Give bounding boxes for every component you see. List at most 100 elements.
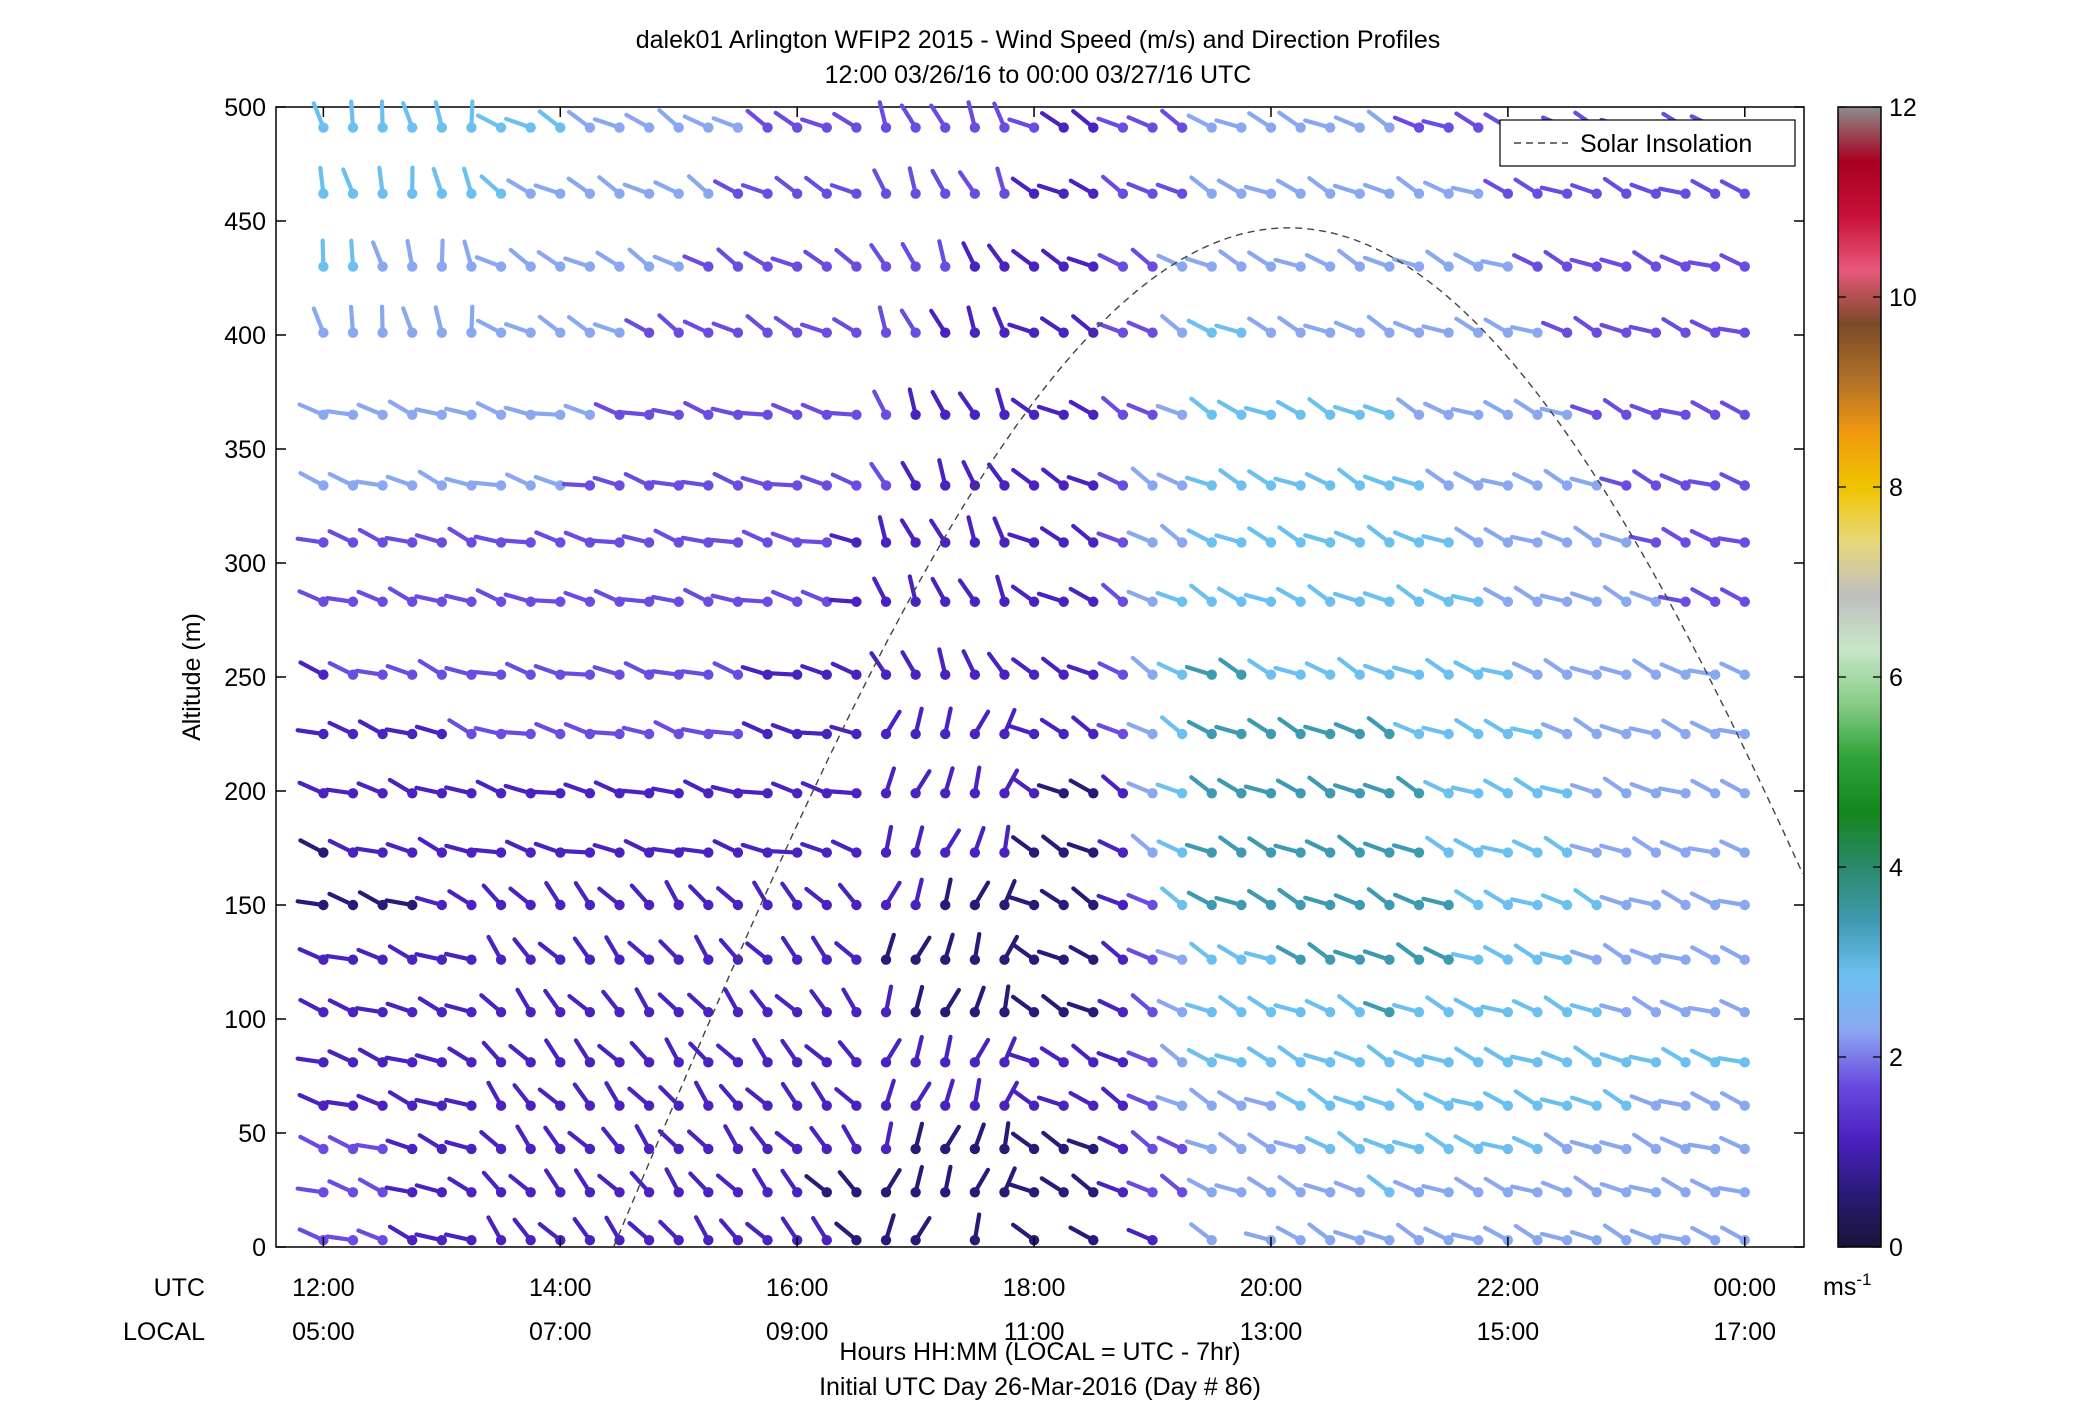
wind-barb [1366,109,1395,133]
wind-barb [295,899,329,911]
wind-barb [999,824,1011,858]
wind-barb [1513,398,1543,420]
wind-barb [745,1087,773,1111]
wind-barb-dot [1680,899,1691,911]
wind-barb [680,669,714,680]
wind-barb [780,1081,803,1111]
wind-barb-dot [703,261,714,272]
wind-barb-dot [1265,537,1277,548]
wind-barb-dot [1236,261,1247,272]
wind-barb-dot [347,728,359,740]
y-tick-label: 350 [224,436,266,464]
wind-barb [809,989,832,1018]
wind-barb [401,101,418,133]
wind-barb [774,175,803,199]
wind-barb [444,593,477,607]
wind-barb-dot [1088,122,1099,133]
wind-barb [1333,1095,1366,1111]
wind-barb-dot [821,261,832,272]
wind-barb-dot [1473,847,1484,858]
wind-barb [504,322,536,338]
wind-barb [1332,404,1366,420]
x-tick-label-local: 11:00 [1004,1318,1065,1346]
wind-barb [1007,1182,1040,1198]
wind-barb [1304,661,1336,680]
wind-barb [1126,1180,1158,1198]
wind-barb [1632,836,1662,858]
wind-barb [1214,1183,1247,1198]
wind-barb-dot [347,788,359,799]
wind-barb [940,1078,955,1111]
wind-barb-dot [762,954,773,965]
wind-barb-dot [1591,1006,1602,1018]
wind-barb-dot [1325,261,1336,272]
y-axis-label: Altitude (m) [178,613,206,741]
wind-barb-dot [1117,954,1129,965]
wind-barb [414,952,448,965]
wind-barb [937,647,951,680]
wind-barb [508,1043,536,1068]
wind-barb-dot [614,122,625,133]
wind-barb [1569,665,1602,680]
wind-barb-dot [1532,261,1543,272]
wind-barb-dot [1443,596,1454,607]
wind-barb-dot [643,188,655,199]
wind-barb [1657,186,1691,199]
wind-barb [799,322,832,338]
wind-barb [900,650,921,680]
wind-barb [1629,1094,1662,1111]
wind-barb [1155,782,1188,799]
wind-barb [1690,1225,1721,1246]
wind-barb [830,839,862,858]
wind-barb [1160,313,1188,338]
wind-barb [940,1164,953,1198]
wind-barb-dot [436,327,448,338]
wind-barb-dot [880,1143,892,1155]
wind-barb [1629,403,1662,420]
wind-barb [1483,178,1514,199]
wind-barb-dot [1117,1100,1129,1111]
wind-barb-dot [1384,1143,1395,1155]
wind-barb [481,1040,507,1068]
wind-barb [1510,1054,1543,1068]
wind-barb-dot [1028,1057,1040,1068]
wind-barb [1247,836,1277,858]
wind-barb [572,936,596,965]
wind-barb-dot [703,899,714,911]
wind-barb [910,877,924,911]
wind-barb-dot [1176,1100,1188,1111]
wind-barb-dot [1443,122,1454,133]
wind-barb-dot [880,1234,892,1246]
wind-barb [592,665,625,680]
wind-barb [1246,717,1277,740]
wind-barb [1423,401,1454,420]
wind-barb-dot [1176,954,1188,965]
wind-barb-dot [851,1234,862,1246]
wind-barb-dot [1058,261,1069,272]
wind-barb [1573,717,1602,740]
wind-barb-dot [1413,327,1425,338]
wind-barb [969,709,991,740]
wind-barb-dot [1236,954,1247,965]
wind-barb [841,1124,862,1155]
wind-barb [1246,1176,1277,1198]
wind-barb [325,596,359,607]
wind-barb-dot [643,1143,655,1155]
wind-barb-dot [1236,480,1247,491]
wind-barb [1010,584,1040,607]
wind-barb [1066,842,1099,858]
wind-barb [1450,185,1484,199]
wind-barb-dot [495,1006,507,1018]
wind-barb-dot [1473,596,1484,607]
wind-barb-dot [584,899,596,911]
wind-barb-dot [525,847,536,858]
wind-barb-dot [1088,669,1099,680]
wind-barb-dot [1591,1143,1602,1155]
wind-barb [828,788,862,799]
wind-barb [966,305,981,338]
wind-barb [804,175,832,199]
wind-barb [1425,249,1454,272]
wind-barb-dot [377,728,388,740]
wind-barb [1096,1051,1129,1068]
wind-barb [969,1167,991,1198]
